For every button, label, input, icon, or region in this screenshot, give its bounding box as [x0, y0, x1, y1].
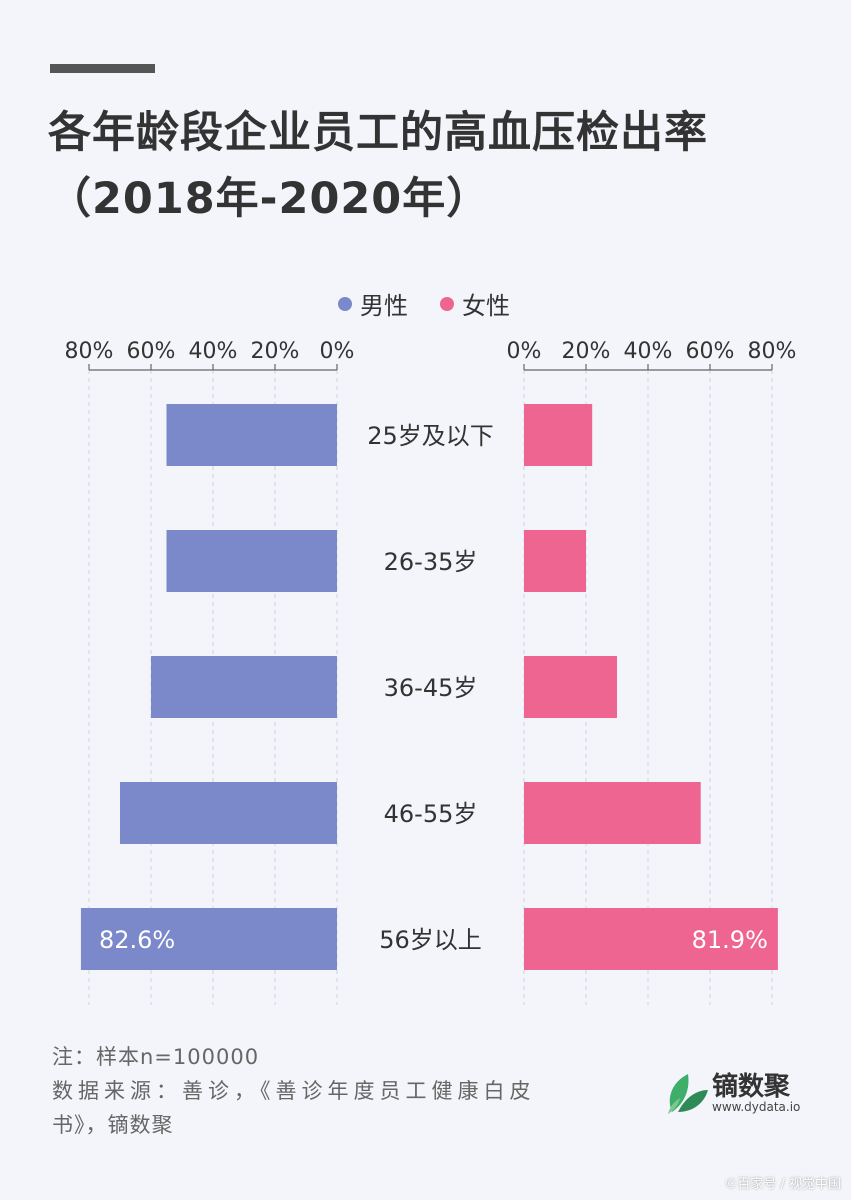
legend-item-male: 男性 [338, 286, 408, 321]
legend-dot-male [338, 296, 352, 311]
bar-female-1 [524, 530, 586, 592]
category-label-1: 26-35岁 [384, 548, 478, 576]
tick-label-male-60: 60% [127, 339, 176, 364]
tick-label-female-20: 20% [562, 339, 611, 364]
title-line-1: 各年龄段企业员工的高血压检出率 [48, 108, 708, 158]
logo-url: www.dydata.io [712, 1100, 801, 1114]
tick-label-male-0: 0% [320, 339, 355, 364]
watermark: ©百家号 / 视觉中国 [724, 1177, 841, 1192]
tick-label-female-60: 60% [686, 339, 735, 364]
bar-female-2 [524, 656, 617, 718]
title-accent-bar [50, 64, 155, 73]
tick-label-male-20: 20% [251, 339, 300, 364]
legend: 男性 女性 [0, 286, 851, 322]
note-sample: 注：样本n=100000 [52, 1045, 260, 1069]
category-label-0: 25岁及以下 [367, 422, 494, 450]
tick-label-male-80: 80% [65, 339, 114, 364]
bar-male-3 [120, 782, 337, 844]
legend-item-female: 女性 [440, 286, 510, 321]
bar-male-2 [151, 656, 337, 718]
data-label-female-4: 81.9% [692, 926, 768, 954]
tick-label-male-40: 40% [189, 339, 238, 364]
note-source-line-2: 书》，镝数聚 [52, 1113, 174, 1137]
bar-female-3 [524, 782, 701, 844]
tick-label-female-80: 80% [748, 339, 797, 364]
leaf-icon [668, 1074, 708, 1114]
legend-dot-female [440, 296, 454, 311]
category-label-3: 46-55岁 [384, 800, 478, 828]
bar-male-0 [166, 404, 337, 466]
legend-label-female: 女性 [462, 292, 510, 320]
category-label-2: 36-45岁 [384, 674, 478, 702]
page-title: 各年龄段企业员工的高血压检出率 （2018年-2020年） [48, 100, 838, 232]
dydata-logo: 镝数聚 www.dydata.io [664, 1066, 814, 1116]
bar-female-0 [524, 404, 593, 466]
bar-male-1 [166, 530, 337, 592]
category-label-4: 56岁以上 [379, 926, 482, 954]
logo-name: 镝数聚 [712, 1072, 791, 1102]
tick-label-female-0: 0% [507, 339, 542, 364]
bar-male-4 [80, 908, 337, 970]
butterfly-bar-chart: 0% 0% 20% 20% 40% 40% 60% 60% 80% 80% 25岁及以下 26-35岁… [65, 339, 797, 1005]
note-source-line-1: 数据来源：善诊，《善诊年度员工健康白皮 [52, 1079, 536, 1103]
title-line-2: （2018年-2020年） [48, 174, 491, 224]
footnote: 注：样本n=100000 数据来源：善诊，《善诊年度员工健康白皮 书》，镝数聚 [52, 1040, 536, 1142]
data-label-male-4: 82.6% [99, 926, 175, 954]
bar-female-4 [524, 908, 778, 970]
tick-label-female-40: 40% [624, 339, 673, 364]
legend-label-male: 男性 [360, 292, 408, 320]
